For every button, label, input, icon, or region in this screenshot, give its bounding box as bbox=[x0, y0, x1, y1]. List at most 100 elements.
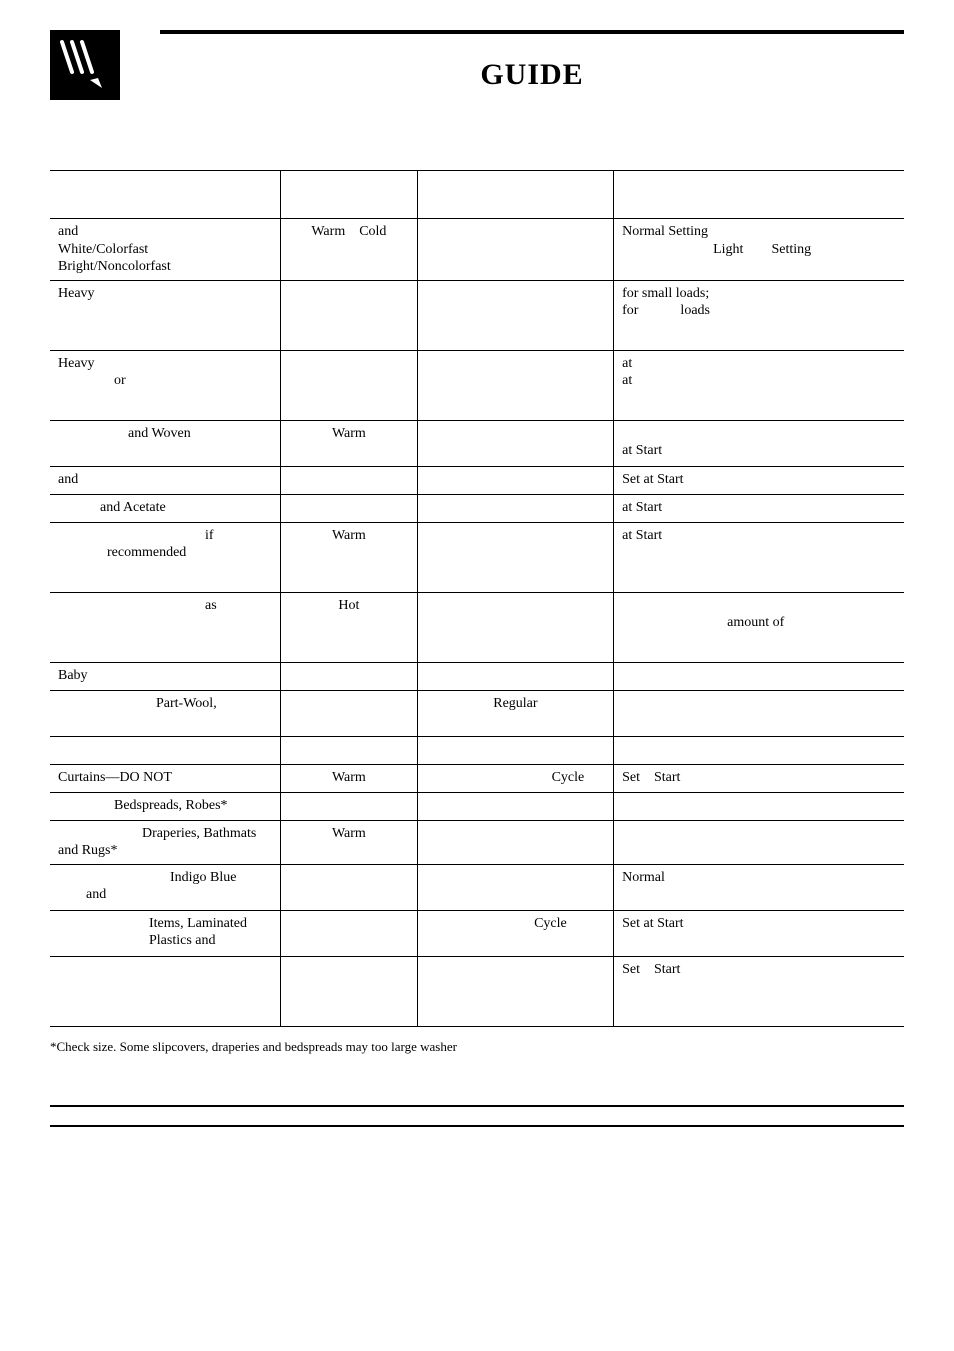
table-row: asHot amount of bbox=[50, 592, 904, 662]
table-cell: for small loads; for loads bbox=[614, 280, 904, 350]
table-cell: Cycle bbox=[417, 910, 613, 956]
table-cell: Curtains—DO NOT bbox=[50, 764, 281, 792]
table-row: Indigo Blue and Normal bbox=[50, 864, 904, 910]
page-title: GUIDE bbox=[160, 58, 904, 92]
table-cell: amount of bbox=[614, 592, 904, 662]
table-row: Items, Laminated Plastics and CycleSet a… bbox=[50, 910, 904, 956]
table-cell: Cycle bbox=[417, 764, 613, 792]
table-cell bbox=[281, 864, 418, 910]
table-row: Baby bbox=[50, 662, 904, 690]
table-cell bbox=[50, 736, 281, 764]
table-cell bbox=[281, 350, 418, 420]
table-cell bbox=[417, 864, 613, 910]
table-cell: Set at Start bbox=[614, 910, 904, 956]
table-row: Draperies, Bathmats and Rugs*Warm bbox=[50, 820, 904, 864]
table-row: Set Start bbox=[50, 956, 904, 1026]
table-cell: Items, Laminated Plastics and bbox=[50, 910, 281, 956]
logo-icon bbox=[50, 30, 120, 100]
table-cell bbox=[50, 956, 281, 1026]
table-cell bbox=[281, 690, 418, 736]
table-cell bbox=[417, 736, 613, 764]
table-cell: Part-Wool, bbox=[50, 690, 281, 736]
table-cell: Bedspreads, Robes* bbox=[50, 792, 281, 820]
bottom-rules bbox=[50, 1105, 904, 1127]
table-cell bbox=[281, 956, 418, 1026]
table-row: and WovenWarm at Start bbox=[50, 420, 904, 466]
table-cell: at Start bbox=[614, 420, 904, 466]
table-row: Part-Wool, Regular bbox=[50, 690, 904, 736]
table-cell: at Start bbox=[614, 494, 904, 522]
page: GUIDE and White/Colorfast Bright/Noncolo… bbox=[0, 0, 954, 1205]
footnote: *Check size. Some slipcovers, draperies … bbox=[50, 1039, 904, 1055]
table-cell bbox=[417, 466, 613, 494]
table-cell: at at bbox=[614, 350, 904, 420]
table-cell bbox=[417, 420, 613, 466]
table-cell bbox=[417, 792, 613, 820]
table-cell bbox=[614, 792, 904, 820]
table-cell bbox=[417, 219, 613, 281]
table-cell: Heavy bbox=[50, 280, 281, 350]
table-cell bbox=[614, 662, 904, 690]
table-cell: Normal Setting Light Setting bbox=[614, 219, 904, 281]
table-cell bbox=[417, 350, 613, 420]
table-cell: Warm bbox=[281, 522, 418, 592]
table-cell: Warm bbox=[281, 820, 418, 864]
table-row: if recommendedWarm at Start bbox=[50, 522, 904, 592]
table-cell bbox=[614, 820, 904, 864]
table-cell bbox=[281, 494, 418, 522]
table-row bbox=[50, 736, 904, 764]
table-cell bbox=[281, 280, 418, 350]
table-cell: Set Start bbox=[614, 764, 904, 792]
table-cell bbox=[417, 956, 613, 1026]
table-cell: as bbox=[50, 592, 281, 662]
table-cell bbox=[281, 662, 418, 690]
table-cell bbox=[614, 736, 904, 764]
table-cell: Draperies, Bathmats and Rugs* bbox=[50, 820, 281, 864]
table-cell: at Start bbox=[614, 522, 904, 592]
table-cell bbox=[417, 280, 613, 350]
table-row: Curtains—DO NOTWarm CycleSet Start bbox=[50, 764, 904, 792]
table-cell bbox=[50, 171, 281, 219]
table-cell: Warm Cold bbox=[281, 219, 418, 281]
table-cell: Warm bbox=[281, 764, 418, 792]
table-cell: and Woven bbox=[50, 420, 281, 466]
table-cell: and Acetate bbox=[50, 494, 281, 522]
table-cell: Heavy or bbox=[50, 350, 281, 420]
header: GUIDE bbox=[50, 30, 904, 100]
table-cell bbox=[614, 171, 904, 219]
table-cell bbox=[281, 466, 418, 494]
table-cell bbox=[417, 820, 613, 864]
table-cell bbox=[417, 662, 613, 690]
table-row: Heavy for small loads; for loads bbox=[50, 280, 904, 350]
table-cell bbox=[417, 592, 613, 662]
table-cell: and bbox=[50, 466, 281, 494]
rule bbox=[50, 1105, 904, 1107]
table-cell: Baby bbox=[50, 662, 281, 690]
table-cell: Hot bbox=[281, 592, 418, 662]
table-row: Heavy or at at bbox=[50, 350, 904, 420]
table-cell: Regular bbox=[417, 690, 613, 736]
table-row: and Acetate at Start bbox=[50, 494, 904, 522]
table-cell: Set Start bbox=[614, 956, 904, 1026]
table-cell bbox=[614, 690, 904, 736]
table-cell bbox=[417, 171, 613, 219]
table-cell bbox=[281, 792, 418, 820]
table-cell bbox=[281, 910, 418, 956]
table-row: Bedspreads, Robes* bbox=[50, 792, 904, 820]
table-row: and White/Colorfast Bright/NoncolorfastW… bbox=[50, 219, 904, 281]
table-cell: if recommended bbox=[50, 522, 281, 592]
table-cell bbox=[281, 171, 418, 219]
table-cell bbox=[417, 494, 613, 522]
table-cell: and White/Colorfast Bright/Noncolorfast bbox=[50, 219, 281, 281]
guide-table: and White/Colorfast Bright/NoncolorfastW… bbox=[50, 170, 904, 1027]
table-row bbox=[50, 171, 904, 219]
title-area: GUIDE bbox=[160, 30, 904, 92]
table-cell: Indigo Blue and bbox=[50, 864, 281, 910]
table-row: and Set at Start bbox=[50, 466, 904, 494]
table-cell: Set at Start bbox=[614, 466, 904, 494]
table-cell: Warm bbox=[281, 420, 418, 466]
rule bbox=[50, 1125, 904, 1127]
table-cell: Normal bbox=[614, 864, 904, 910]
table-cell bbox=[281, 736, 418, 764]
table-cell bbox=[417, 522, 613, 592]
